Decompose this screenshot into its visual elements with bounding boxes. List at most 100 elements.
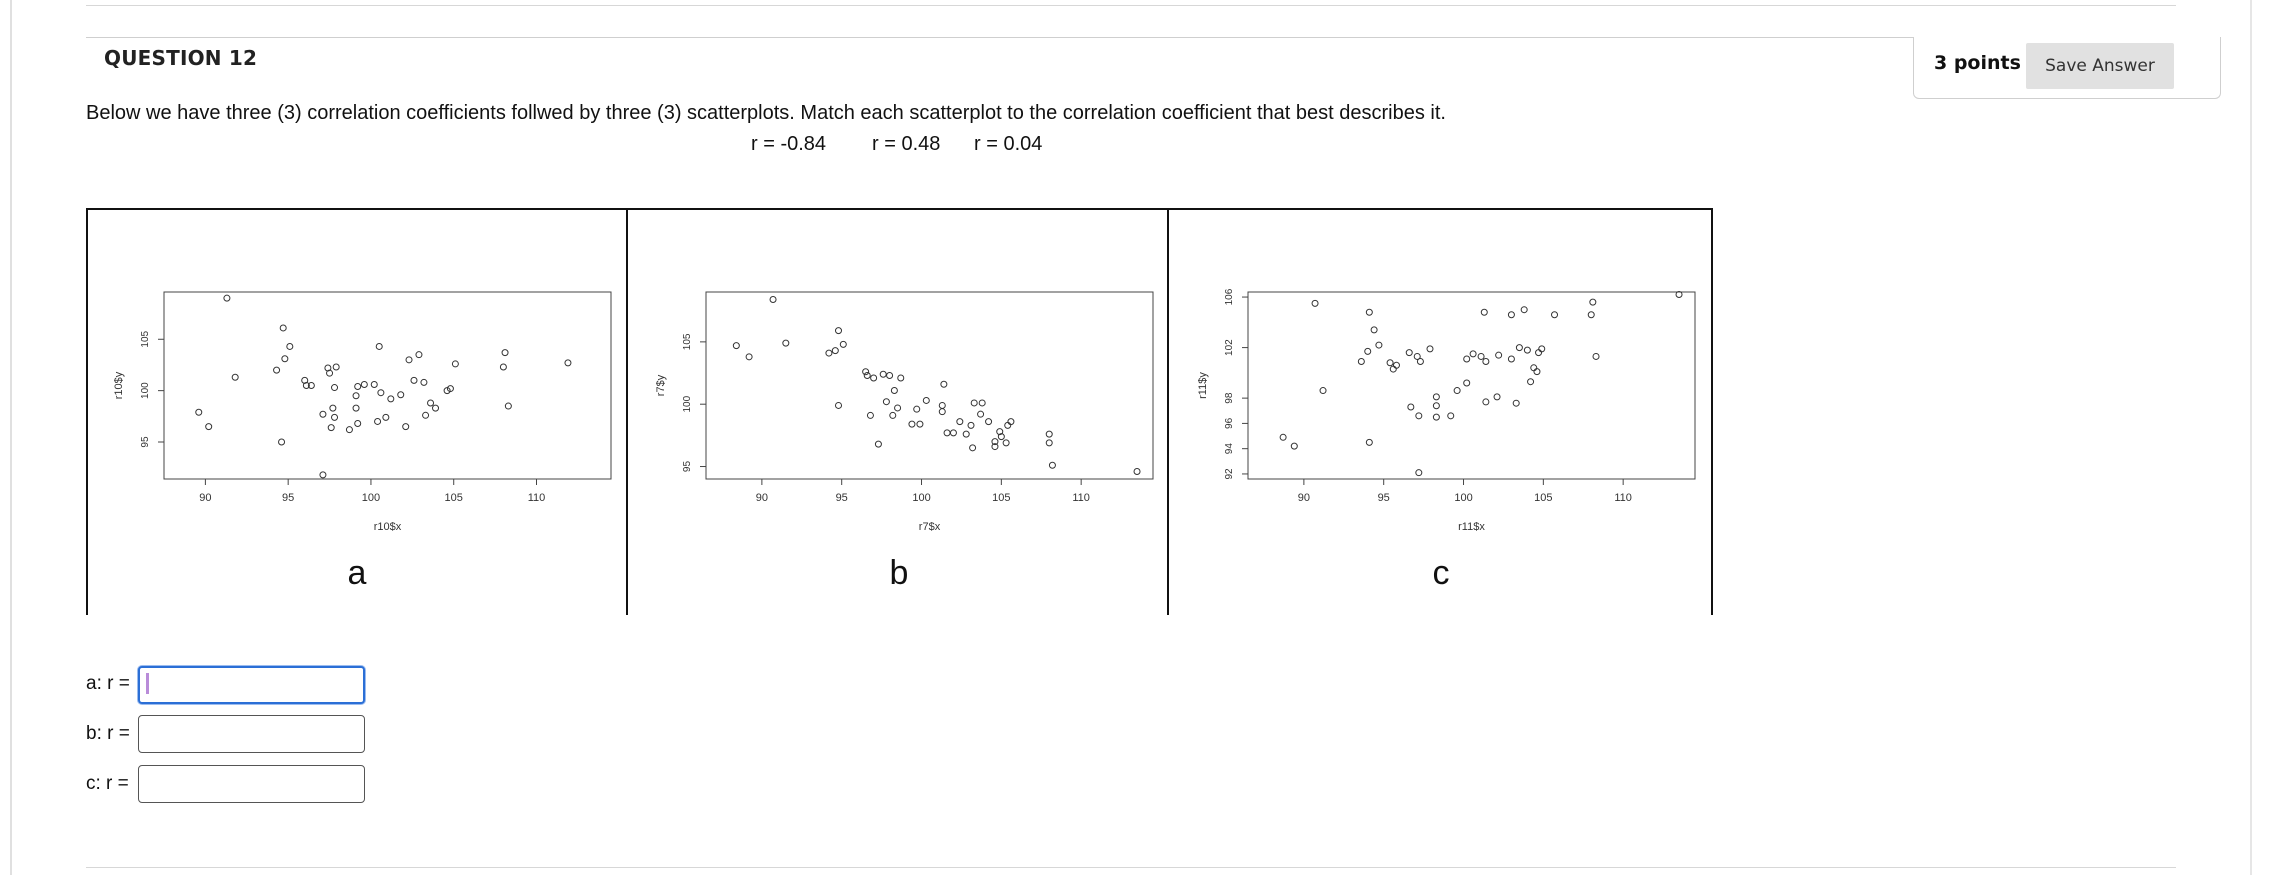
panel-divider — [1711, 208, 1713, 615]
scatter-point — [354, 383, 362, 391]
scatter-point — [863, 372, 871, 380]
scatter-point — [1386, 359, 1394, 367]
panel-divider — [1167, 208, 1169, 615]
scatter-point — [281, 355, 289, 363]
scatter-point — [273, 366, 281, 374]
scatter-point — [1507, 355, 1515, 363]
scatter-point — [279, 324, 287, 332]
scatter-point — [913, 405, 921, 413]
top-divider — [86, 5, 2176, 6]
answer-input-c[interactable] — [138, 765, 365, 803]
scatterplot-a: 90 95 100 105 110 95 100 105 r10$x r10$y a — [86, 208, 628, 615]
scatter-point — [307, 382, 315, 389]
y-tick-label: 94 — [1224, 443, 1235, 455]
scatter-point — [345, 426, 353, 434]
scatter-point — [1432, 393, 1440, 401]
scatter-point — [501, 349, 509, 357]
scatterplot-panels: 90 95 100 105 110 95 100 105 r10$x r10$y a 90 95 10… — [86, 208, 1713, 615]
scatter-point — [922, 396, 930, 404]
scatter-point — [745, 353, 753, 361]
scatter-point — [991, 443, 999, 451]
y-axis-label: r11$y — [1197, 372, 1209, 399]
x-tick-label: 95 — [1378, 492, 1390, 504]
scatter-point — [1392, 361, 1400, 369]
answer-input-b[interactable] — [138, 715, 365, 753]
coefficient-option: r = 0.48 — [872, 133, 941, 155]
scatter-point — [360, 380, 368, 388]
scatter-point — [1426, 345, 1434, 353]
y-tick-label: 102 — [1224, 339, 1235, 356]
scatter-point — [195, 408, 203, 416]
scatter-point — [420, 378, 428, 386]
scatter-point — [897, 374, 905, 382]
scatter-point — [427, 399, 435, 407]
scatterplot-b: 90 95 100 105 110 95 100 105 r7$x r7$y b — [628, 208, 1170, 615]
scatter-point — [1370, 326, 1378, 334]
question-prompt: Below we have three (3) correlation coef… — [86, 102, 1446, 124]
scatter-point — [1463, 355, 1471, 363]
x-tick-label: 95 — [836, 492, 848, 504]
y-tick-label: 95 — [682, 461, 693, 473]
scatter-point — [319, 410, 327, 418]
y-tick-label: 95 — [140, 436, 151, 448]
scatter-point — [1463, 379, 1471, 387]
scatter-point — [943, 429, 951, 437]
scatter-point — [769, 295, 777, 303]
scatter-point — [352, 404, 360, 412]
scatter-point — [1675, 291, 1683, 299]
scatter-point — [301, 376, 309, 384]
scatter-point — [1495, 351, 1503, 359]
question-title: QUESTION 12 — [104, 46, 258, 70]
x-tick-label: 95 — [282, 492, 294, 504]
scatter-point — [319, 471, 327, 479]
x-tick-label: 110 — [1072, 492, 1090, 504]
x-tick-label: 100 — [362, 492, 380, 504]
scatter-point — [879, 370, 887, 378]
scatter-point — [908, 420, 916, 428]
y-tick-label: 98 — [1224, 392, 1235, 404]
scatter-point — [831, 347, 839, 355]
scatter-point — [1538, 345, 1546, 353]
panel-divider — [86, 208, 88, 615]
scatter-point — [996, 428, 1004, 436]
save-answer-button[interactable]: Save Answer — [2026, 43, 2174, 89]
plot-label-c: c — [1432, 554, 1450, 592]
y-tick-label: 105 — [140, 330, 151, 347]
scatter-point — [1493, 393, 1501, 401]
plot-label-a: a — [347, 554, 367, 592]
scatter-point — [1048, 461, 1056, 469]
y-tick-label: 96 — [1224, 417, 1235, 429]
scatter-point — [352, 392, 360, 400]
plot-frame — [1247, 291, 1696, 480]
scatter-point — [1432, 402, 1440, 410]
scatter-point — [499, 363, 507, 371]
scatter-point — [825, 349, 833, 357]
scatter-point — [991, 438, 999, 446]
scatter-point — [938, 401, 946, 409]
x-axis-label: r7$x — [919, 521, 941, 533]
panel-divider — [626, 208, 628, 615]
scatter-point — [940, 380, 948, 388]
scatter-point — [949, 429, 957, 437]
scatter-point — [564, 359, 572, 367]
scatter-point — [402, 423, 410, 431]
coefficient-option: r = 0.04 — [974, 133, 1043, 155]
x-tick-label: 90 — [756, 492, 768, 504]
scatter-point — [1533, 368, 1541, 376]
scatter-point — [1447, 412, 1455, 420]
answer-label-b: b: r = — [86, 723, 130, 744]
scatter-point — [890, 386, 898, 394]
answer-input-a[interactable] — [138, 666, 365, 704]
scatter-point — [1592, 352, 1600, 360]
scatter-point — [410, 376, 418, 384]
scatter-point — [1045, 439, 1053, 447]
x-tick-label: 90 — [1298, 492, 1310, 504]
scatter-point — [1523, 346, 1531, 354]
scatter-point — [422, 411, 430, 419]
scatter-point — [1007, 418, 1015, 426]
scatter-point — [1512, 399, 1520, 407]
coefficient-option: r = -0.84 — [751, 133, 827, 155]
scatter-point — [332, 363, 340, 371]
y-axis-label: r7$y — [655, 374, 667, 396]
scatter-point — [866, 411, 874, 419]
